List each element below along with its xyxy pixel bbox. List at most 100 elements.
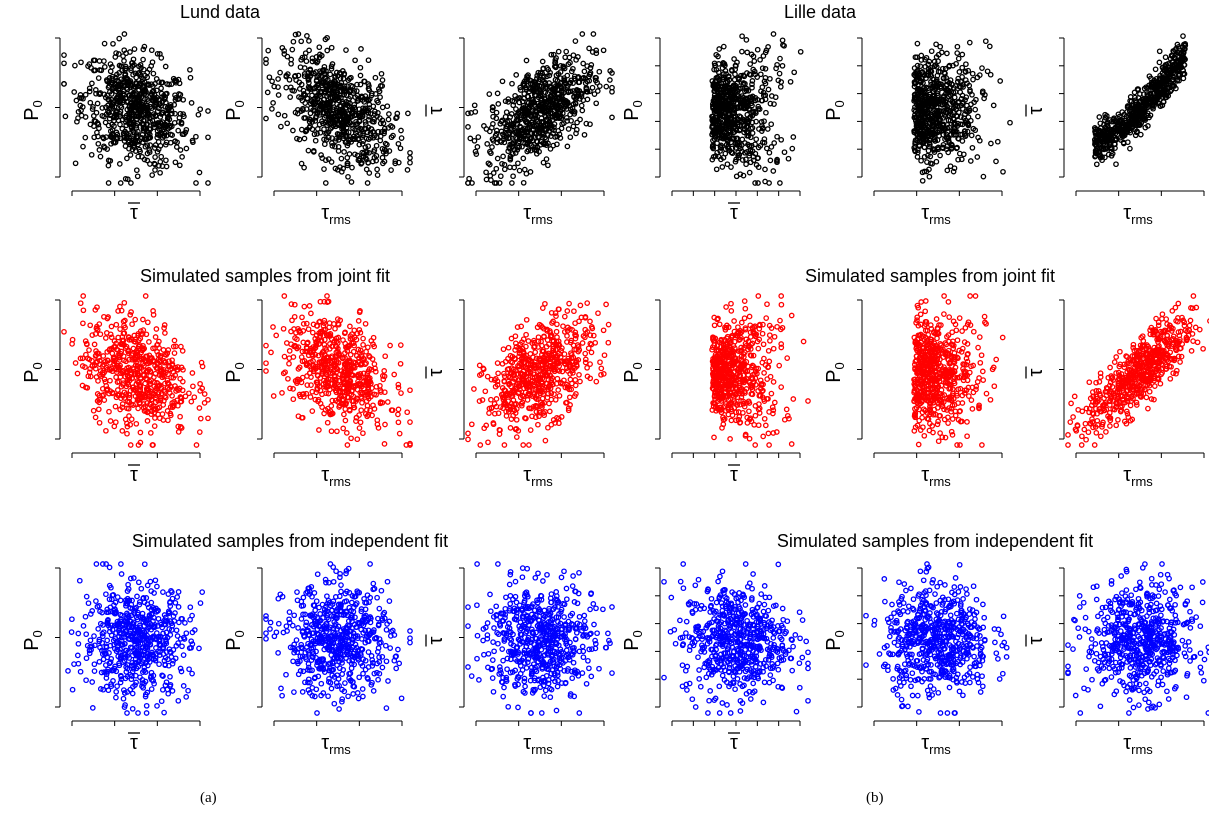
- scatter-a-r0-c0-point: [95, 75, 102, 81]
- scatter-a-r2-c0-point: [113, 688, 120, 695]
- scatter-a-r0-c1-point: [264, 89, 271, 96]
- scatter-a-r1-c2-point: [560, 323, 566, 330]
- scatter-a-r0-c0-point: [121, 58, 127, 64]
- scatter-a-r2-c0-point: [173, 627, 180, 634]
- scatter-a-r1-c2-point: [552, 396, 559, 403]
- scatter-a-r2-c1-point: [356, 674, 363, 681]
- scatter-a-r2-c1-point: [379, 664, 386, 671]
- scatter-a-r0-c1-point: [332, 143, 338, 150]
- scatter-a-r1-c1-point: [382, 421, 388, 428]
- scatter-a-r0-c1-point: [378, 70, 385, 77]
- scatter-a-r1-c1-point: [286, 360, 292, 367]
- scatter-a-r0-c1-point: [270, 100, 276, 106]
- scatter-a-r2-c1-label-p0: P0: [223, 630, 247, 651]
- scatter-a-r0-c2-point: [596, 68, 603, 75]
- scatter-a-r0-c0-point: [164, 115, 171, 122]
- scatter-a-r0-c1-point: [341, 149, 347, 155]
- scatter-a-r0-c1-point: [386, 111, 392, 117]
- scatter-a-r1-c0-point: [130, 345, 137, 352]
- scatter-a-r1-c2-point: [542, 437, 549, 444]
- title-a-lund-data: Lund data: [179, 2, 261, 22]
- scatter-a-r0-c0-point: [137, 62, 144, 68]
- scatter-a-r2-c0: P0τ: [21, 561, 206, 754]
- scatter-a-r1-c2-point: [556, 392, 563, 399]
- scatter-a-r1-c1-point: [270, 324, 276, 330]
- scatter-a-r0-c1-point: [298, 160, 305, 167]
- scatter-a-r1-c2-point: [494, 360, 501, 366]
- scatter-a-r1-c2-point: [546, 400, 552, 407]
- scatter-a-r2-c0-point: [95, 626, 102, 632]
- scatter-a-r2-c0-point: [129, 690, 136, 697]
- scatter-a-r0-c0-point: [144, 157, 151, 164]
- scatter-a-r0-c0-point: [115, 51, 122, 57]
- scatter-a-r0-c0-point: [82, 91, 89, 98]
- scatter-a-r1-c1-point: [283, 340, 290, 346]
- scatter-a-r0-c0-point: [148, 63, 155, 69]
- scatter-a-r0-c0-point: [168, 107, 175, 114]
- scatter-a-r0-c0-point: [103, 77, 110, 83]
- scatter-a-r0-c2-point: [499, 78, 506, 85]
- scatter-a-r0-c0-point: [187, 66, 193, 73]
- scatter-a-r1-c2-point: [465, 436, 471, 443]
- scatter-a-r0-c0-point: [129, 63, 136, 69]
- scatter-a-r0-c0-point: [136, 146, 143, 153]
- scatter-a-r1-c2-point: [484, 373, 491, 380]
- scatter-a-r1-c0-point: [178, 343, 184, 350]
- scatter-a-r0-c2-point: [603, 83, 610, 90]
- scatter-a-r0-c0-point: [152, 167, 158, 173]
- scatter-a-r0-c0-point: [140, 46, 147, 53]
- scatter-a-r0-c1-label-p0: P0: [223, 100, 247, 121]
- scatter-a-r2-c0-point: [148, 686, 155, 692]
- scatter-a-r2-c0-label-tau-bar: τ: [130, 732, 138, 754]
- scatter-a-r1-c2-point: [505, 344, 512, 351]
- scatter-a-r2-c1-point: [267, 626, 273, 632]
- scatter-a-r2-c1-point: [318, 680, 325, 687]
- scatter-a-r0-c1-point: [352, 57, 358, 64]
- scatter-a-r0-c1-point: [382, 140, 389, 147]
- scatter-a-r1-c2-point: [477, 442, 484, 448]
- scatter-a-r0-c2-point: [483, 176, 490, 183]
- scatter-a-r0-c0-point: [122, 175, 129, 182]
- scatter-a-r0-c0-point: [97, 90, 104, 96]
- scatter-a-r2-c0-point: [120, 695, 127, 702]
- scatter-a-r1-c0-point: [152, 334, 159, 340]
- scatter-a-r2-c1-point: [384, 578, 391, 585]
- scatter-a-r0-c2-point: [564, 143, 571, 150]
- scatter-a-r0-c0-point: [158, 55, 165, 61]
- scatter-a-r2-c1-point: [378, 587, 385, 594]
- scatter-a-r0-c2-point: [565, 126, 572, 132]
- scatter-a-r2-c0-point: [69, 616, 75, 623]
- scatter-a-r0-c0-point: [101, 143, 107, 150]
- scatter-a-r0-c0-point: [142, 143, 149, 150]
- scatter-a-r1-c2-point: [482, 388, 489, 395]
- scatter-a-r2-c1-point: [376, 605, 383, 612]
- scatter-a-r0-c1-point: [312, 137, 319, 144]
- scatter-a-r2-c0-point: [75, 640, 82, 647]
- scatter-a-r0-c1-point: [329, 143, 336, 149]
- scatter-a-r0-c0-point: [157, 100, 163, 107]
- scatter-a-r0-c0-point: [97, 153, 104, 160]
- scatter-a-r0-c0-point: [144, 74, 151, 81]
- scatter-a-r2-c0-point: [65, 668, 71, 674]
- scatter-a-r0-c0-point: [139, 139, 146, 146]
- scatter-a-r1-c0-point: [107, 418, 114, 424]
- scatter-a-r0-c0-point: [130, 56, 137, 63]
- scatter-a-r0-c1-point: [266, 74, 273, 81]
- scatter-a-r0-c0-point: [187, 74, 194, 81]
- scatter-a-r0-c1-point: [366, 170, 373, 176]
- scatter-a-r0-c0-point: [112, 54, 119, 60]
- scatter-a-r0-c2-point: [495, 101, 502, 107]
- scatter-a-r0-c0-point: [114, 108, 121, 114]
- scatter-a-r0-c0-point: [163, 90, 170, 97]
- scatter-a-r2-c0-point: [68, 629, 75, 635]
- scatter-a-r0-c0-point: [102, 94, 109, 101]
- scatter-a-r2-c0-point: [169, 595, 176, 602]
- scatter-a-r0-c1-point: [371, 147, 378, 153]
- scatter-a-r2-c0-point: [154, 583, 160, 590]
- scatter-a-r0-c1-point: [319, 155, 326, 161]
- scatter-a-r0-c0-point: [154, 50, 161, 57]
- scatter-a-r1-c2-point: [577, 378, 583, 385]
- scatter-a-r0-c0-point: [117, 89, 123, 96]
- scatter-a-r1-c0-point: [124, 430, 130, 437]
- scatter-a-r1-c0-point: [108, 323, 115, 330]
